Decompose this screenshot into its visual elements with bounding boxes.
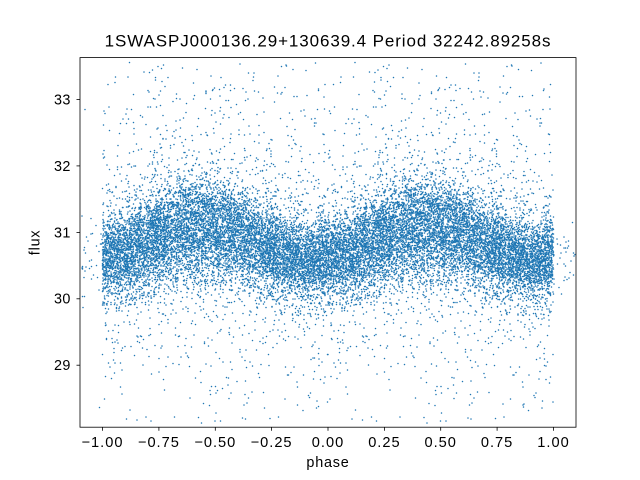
svg-text:1SWASPJ000136.29+130639.4 Peri: 1SWASPJ000136.29+130639.4 Period 32242.8… [105, 32, 552, 51]
svg-text:32: 32 [54, 159, 71, 175]
svg-text:flux: flux [28, 230, 44, 256]
svg-text:30: 30 [54, 292, 71, 308]
svg-text:−0.25: −0.25 [251, 435, 293, 451]
svg-text:29: 29 [54, 358, 71, 374]
svg-text:−0.75: −0.75 [138, 435, 180, 451]
svg-text:0.25: 0.25 [368, 435, 400, 451]
svg-text:−0.50: −0.50 [194, 435, 236, 451]
svg-text:31: 31 [54, 225, 71, 241]
svg-text:−1.00: −1.00 [82, 435, 124, 451]
svg-text:0.00: 0.00 [312, 435, 344, 451]
svg-text:1.00: 1.00 [537, 435, 569, 451]
svg-text:0.75: 0.75 [481, 435, 513, 451]
svg-text:33: 33 [54, 92, 71, 108]
svg-text:0.50: 0.50 [424, 435, 456, 451]
svg-text:phase: phase [306, 455, 349, 471]
